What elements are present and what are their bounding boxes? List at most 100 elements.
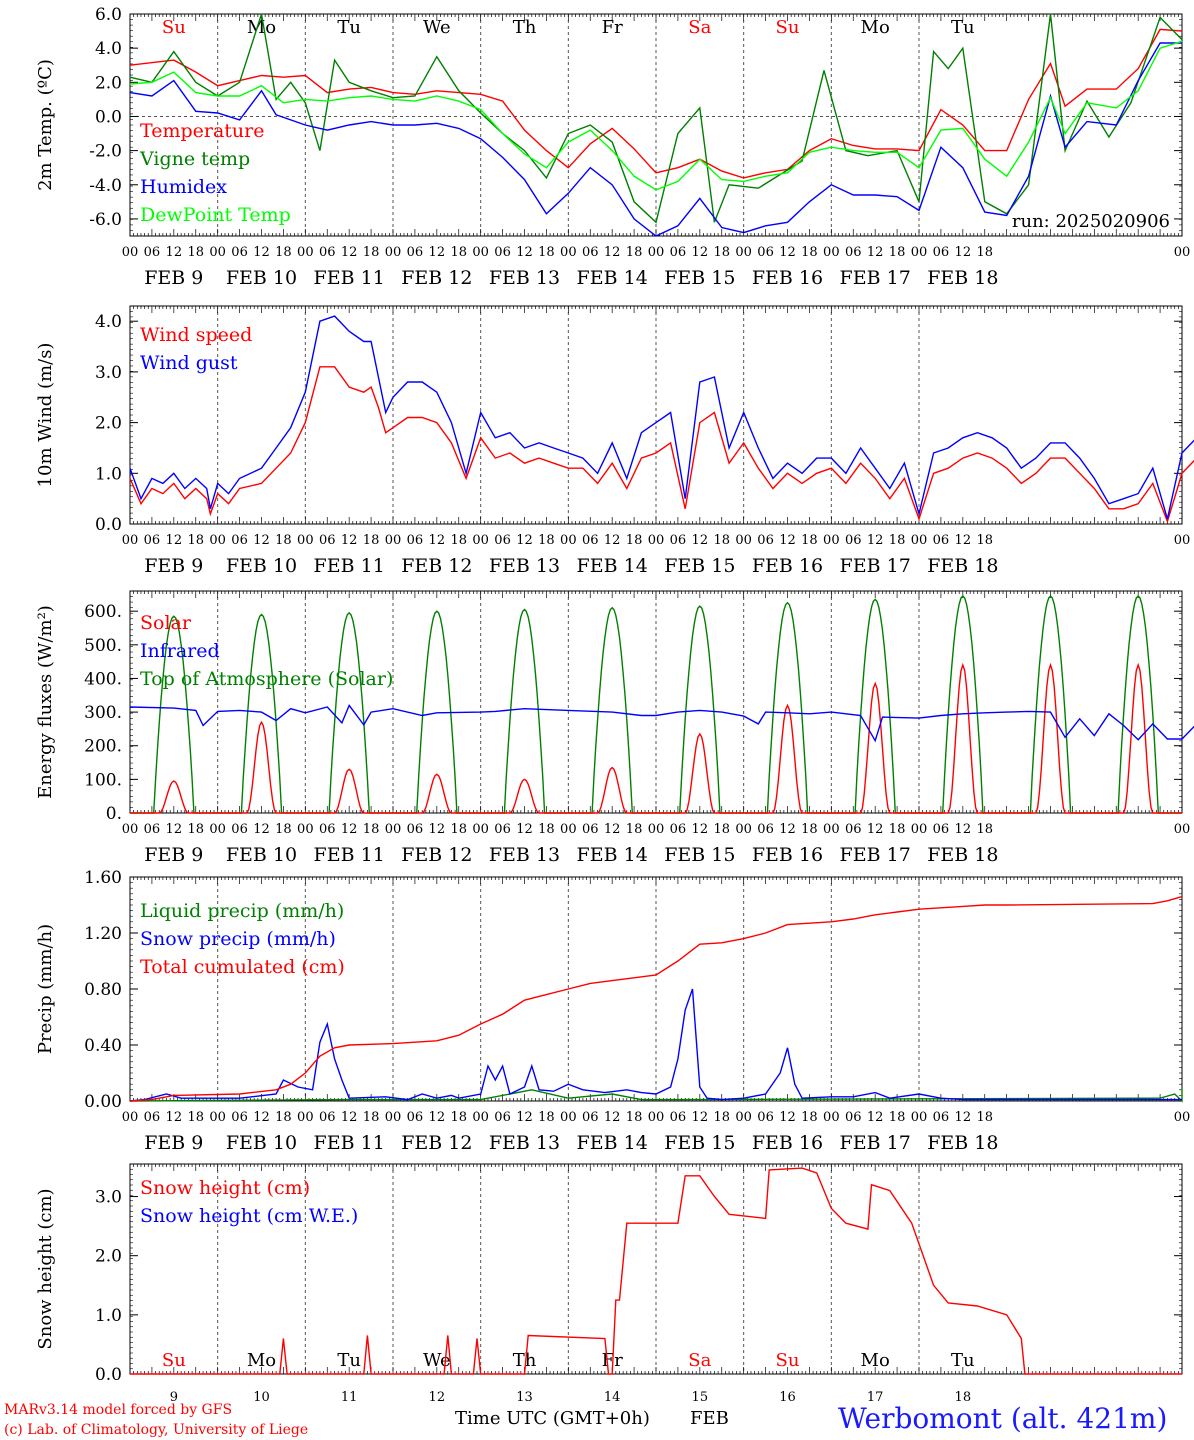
day-number-label: 18 (955, 1390, 972, 1405)
y-tick-label: 300. (84, 703, 122, 723)
hour-tick-label: 18 (889, 822, 906, 837)
hour-tick-label: 12 (516, 245, 533, 260)
hour-tick-label: 06 (670, 533, 687, 548)
date-label: FEB 12 (401, 1132, 472, 1154)
date-label: FEB 13 (489, 555, 560, 577)
hour-tick-label: 00 (648, 1110, 665, 1125)
day-name-label: Su (162, 1350, 186, 1371)
y-tick-label: 3.0 (95, 1188, 122, 1208)
day-name-label: Mo (861, 1350, 890, 1371)
hour-tick-label: 18 (801, 245, 818, 260)
day-name-label: Su (776, 1350, 800, 1371)
hour-tick-label: 18 (626, 533, 643, 548)
hour-tick-label: 00 (823, 1110, 840, 1125)
series-0 (129, 28, 1183, 179)
panels: 6.04.02.00.0-2.0-4.0-6.02m Temp. (ºC)00 0… (35, 5, 1194, 1405)
hour-tick-label: 06 (845, 822, 862, 837)
hour-tick-label: 18 (889, 533, 906, 548)
hour-tick-label: 00 (911, 822, 928, 837)
hour-tick-label: 00 (472, 245, 489, 260)
day-name-label: Tu (951, 17, 975, 38)
y-axis-label: Precip (mm/h) (35, 924, 56, 1054)
hour-tick-label: 00 (648, 822, 665, 837)
hour-tick-label: 06 (231, 1110, 248, 1125)
hour-tick-label: 06 (582, 245, 599, 260)
hour-tick-label: 06 (319, 533, 336, 548)
date-label: FEB 16 (752, 267, 823, 289)
hour-tick-label: 06 (144, 245, 161, 260)
date-label: FEB 16 (752, 1132, 823, 1154)
hour-tick-label: 18 (976, 822, 993, 837)
hour-tick-label: 00 (209, 533, 226, 548)
hour-tick-label: 12 (779, 533, 796, 548)
series-2 (129, 895, 1183, 1102)
hour-tick-label: 18 (626, 245, 643, 260)
hour-tick-label: 00 (648, 245, 665, 260)
panel-2: 4.0 3.0 2.0 1.0 0.0 10m Wind (m/s) 00 06 12 18 FEB… (35, 305, 1194, 577)
day-name-label: Sa (688, 17, 711, 38)
hour-tick-label: 18 (538, 1110, 555, 1125)
y-tick-label: 4.0 (95, 39, 122, 59)
hour-tick-label: 00 (560, 822, 577, 837)
day-name-label: Tu (951, 1350, 975, 1371)
day-name-label: Mo (861, 17, 890, 38)
hour-tick-label: 12 (429, 245, 446, 260)
hour-tick-label: 12 (955, 822, 972, 837)
hour-tick-label: 12 (867, 1110, 884, 1125)
hour-tick-label: 18 (889, 245, 906, 260)
hour-tick-label: 06 (494, 533, 511, 548)
hour-tick-label: 12 (779, 822, 796, 837)
hour-tick-label: 00 (385, 245, 402, 260)
hour-tick-label: 06 (757, 245, 774, 260)
hour-tick-label: 00 (823, 822, 840, 837)
hour-tick-label: 18 (187, 1110, 204, 1125)
hour-tick-label: 00 (122, 822, 139, 837)
hour-tick-label: 06 (933, 822, 950, 837)
date-label: FEB 11 (314, 844, 385, 866)
hour-tick-label: 00 (472, 822, 489, 837)
hour-tick-label: 06 (407, 533, 424, 548)
date-label: FEB 18 (927, 844, 998, 866)
hour-tick-label: 06 (407, 1110, 424, 1125)
legend-entry: Infrared (140, 640, 220, 662)
y-tick-label: -4.0 (89, 176, 122, 196)
series-2 (129, 42, 1182, 237)
hour-tick-label: 00 (823, 533, 840, 548)
date-label: FEB 18 (927, 1132, 998, 1154)
hour-tick-label: 18 (363, 245, 380, 260)
date-label: FEB 9 (144, 1132, 203, 1154)
day-name-label: Fr (602, 17, 623, 38)
hour-tick-label: 06 (582, 1110, 599, 1125)
hour-tick-label: 12 (166, 822, 183, 837)
hour-tick-label: 12 (955, 245, 972, 260)
hour-tick-label: 06 (582, 533, 599, 548)
hour-tick-label: 12 (604, 1110, 621, 1125)
hour-tick-label: 18 (626, 1110, 643, 1125)
y-axis-label: Snow height (cm) (35, 1188, 56, 1349)
date-label: FEB 12 (401, 267, 472, 289)
panel-4: 1.60 1.20 0.80 0.40 0.00 Precip (mm/h) 00 06 12 1… (35, 868, 1190, 1154)
hour-tick-label: 06 (845, 1110, 862, 1125)
y-tick-label: 0.80 (84, 980, 122, 1000)
y-tick-label: 0.0 (95, 515, 122, 535)
y-tick-label: 400. (84, 669, 122, 689)
hour-tick-label: 18 (450, 533, 467, 548)
hour-tick-label: 00 (297, 1110, 314, 1125)
hour-tick-label: 18 (275, 245, 292, 260)
date-label: FEB 10 (226, 267, 297, 289)
hour-tick-label: 18 (801, 1110, 818, 1125)
hour-tick-label: 06 (494, 822, 511, 837)
station-label: Werbomont (alt. 421m) (838, 1402, 1167, 1435)
date-label: FEB 16 (752, 844, 823, 866)
date-label: FEB 17 (840, 555, 911, 577)
date-label: FEB 17 (840, 267, 911, 289)
series-3 (129, 40, 1183, 191)
hour-tick-label: 06 (845, 533, 862, 548)
day-name-label: Su (776, 17, 800, 38)
date-label: FEB 16 (752, 555, 823, 577)
hour-tick-label: 18 (450, 245, 467, 260)
hour-tick-label: 12 (867, 822, 884, 837)
date-label: FEB 14 (577, 267, 648, 289)
hour-tick-label: 06 (933, 1110, 950, 1125)
day-name-label: Su (162, 17, 186, 38)
